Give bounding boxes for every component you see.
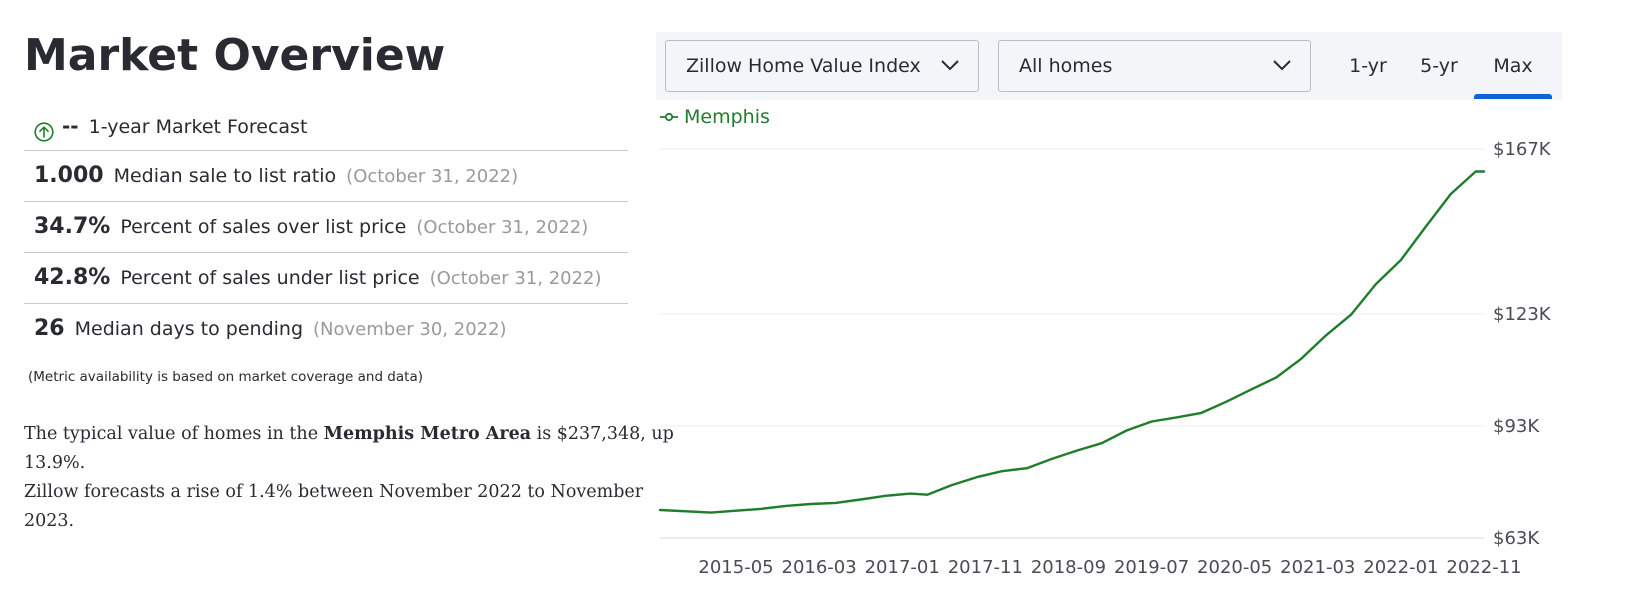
metric-value: 1.000 <box>34 163 104 188</box>
metric-date: (November 30, 2022) <box>313 319 507 340</box>
market-summary: The typical value of homes in the Memphi… <box>24 420 674 536</box>
metric-row-sale-to-list: 1.000 Median sale to list ratio (October… <box>24 151 628 202</box>
metric-date: (October 31, 2022) <box>429 268 602 289</box>
metric-availability-note: (Metric availability is based on market … <box>28 369 423 385</box>
y-tick-label: $167K <box>1493 139 1552 160</box>
x-tick-label: 2022-01 <box>1363 557 1438 578</box>
active-range-indicator <box>1474 94 1552 99</box>
metric-value: 42.8% <box>34 265 111 290</box>
metric-value: 26 <box>34 316 65 341</box>
metric-label: Median sale to list ratio <box>113 165 337 187</box>
chart-toolbar: Zillow Home Value Index All homes 1-yr 5… <box>656 32 1562 100</box>
x-tick-label: 2018-09 <box>1031 557 1106 578</box>
line-marker-icon <box>660 112 678 122</box>
metric-select[interactable]: Zillow Home Value Index <box>665 40 979 92</box>
x-tick-label: 2020-05 <box>1197 557 1272 578</box>
metric-date: (October 31, 2022) <box>346 166 519 187</box>
y-tick-label: $123K <box>1493 304 1552 325</box>
x-tick-label: 2015-05 <box>698 557 773 578</box>
market-metrics-list: -- 1-year Market Forecast 1.000 Median s… <box>24 100 628 355</box>
metric-date: (October 31, 2022) <box>416 217 589 238</box>
metric-label: Percent of sales over list price <box>120 216 407 238</box>
metric-row-days-to-pending: 26 Median days to pending (November 30, … <box>24 304 628 355</box>
home-type-select[interactable]: All homes <box>998 40 1311 92</box>
metric-value: 34.7% <box>34 214 111 239</box>
metric-label: Percent of sales under list price <box>120 267 420 289</box>
range-button-1yr[interactable]: 1-yr <box>1349 55 1387 77</box>
range-button-max[interactable]: Max <box>1493 55 1533 77</box>
x-tick-label: 2021-03 <box>1280 557 1355 578</box>
summary-text: is $237,348, up 13.9%. <box>24 424 674 473</box>
x-tick-label: 2016-03 <box>782 557 857 578</box>
y-tick-label: $93K <box>1493 416 1540 437</box>
summary-text: The typical value of homes in the <box>24 424 324 444</box>
series-line-memphis <box>658 170 1486 514</box>
chevron-down-icon <box>941 60 959 71</box>
range-button-5yr[interactable]: 5-yr <box>1420 55 1458 77</box>
metric-select-value: Zillow Home Value Index <box>686 55 921 77</box>
metric-row-over-list: 34.7% Percent of sales over list price (… <box>24 202 628 253</box>
x-tick-label: 2017-01 <box>865 557 940 578</box>
arrow-up-circle-icon <box>34 122 54 142</box>
chevron-down-icon <box>1273 60 1291 71</box>
summary-area-name: Memphis Metro Area <box>323 424 532 444</box>
legend-series-name: Memphis <box>684 106 770 128</box>
chart-legend[interactable]: Memphis <box>660 106 770 128</box>
y-tick-label: $63K <box>1493 528 1540 549</box>
metric-label: Median days to pending <box>74 318 304 340</box>
x-tick-label: 2017-11 <box>948 557 1023 578</box>
summary-forecast-text: Zillow forecasts a rise of 1.4% between … <box>24 482 644 531</box>
forecast-row: -- 1-year Market Forecast <box>24 100 628 151</box>
metric-row-under-list: 42.8% Percent of sales under list price … <box>24 253 628 304</box>
home-type-select-value: All homes <box>1019 55 1113 77</box>
page-title: Market Overview <box>24 30 446 81</box>
x-tick-label: 2019-07 <box>1114 557 1189 578</box>
x-tick-label: 2022-11 <box>1446 557 1521 578</box>
forecast-value: -- <box>62 114 79 138</box>
forecast-label: 1-year Market Forecast <box>88 116 308 138</box>
